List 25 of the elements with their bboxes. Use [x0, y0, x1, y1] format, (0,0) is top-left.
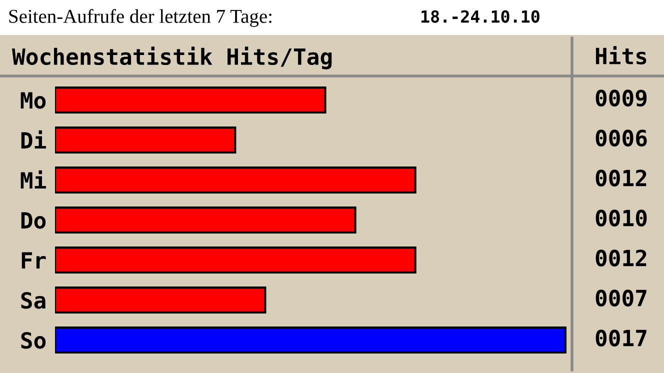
- data-label: 0007: [596, 290, 646, 306]
- data-label: 0017: [596, 330, 646, 346]
- bar: [55, 246, 416, 274]
- bar: [55, 86, 326, 114]
- text: Hits: [596, 46, 646, 64]
- text: Wochenstatistik Hits/Tag: [12, 46, 332, 70]
- y-tick-label: Fr: [22, 252, 46, 268]
- data-label: 0012: [596, 250, 646, 266]
- y-tick-label: So: [21, 332, 46, 349]
- data-label: 0012: [596, 170, 646, 186]
- bar: [55, 286, 266, 314]
- chart-title: Seiten-Aufrufe der letzten 7 Tage:: [9, 9, 272, 27]
- bar: [55, 166, 416, 194]
- bar: [55, 206, 356, 234]
- y-tick-label: Do: [21, 212, 46, 229]
- chart-subtitle: 18.-24.10.10: [422, 10, 540, 23]
- y-tick-label: Mo: [20, 92, 46, 109]
- data-label: 0010: [596, 210, 647, 226]
- y-tick-label: Di: [21, 130, 46, 148]
- bar: [55, 326, 566, 354]
- data-label: 0009: [596, 90, 647, 107]
- bar: [55, 126, 236, 154]
- y-tick-label: Mi: [20, 170, 46, 188]
- data-label: 0006: [596, 130, 647, 146]
- y-tick-label: Sa: [21, 292, 46, 309]
